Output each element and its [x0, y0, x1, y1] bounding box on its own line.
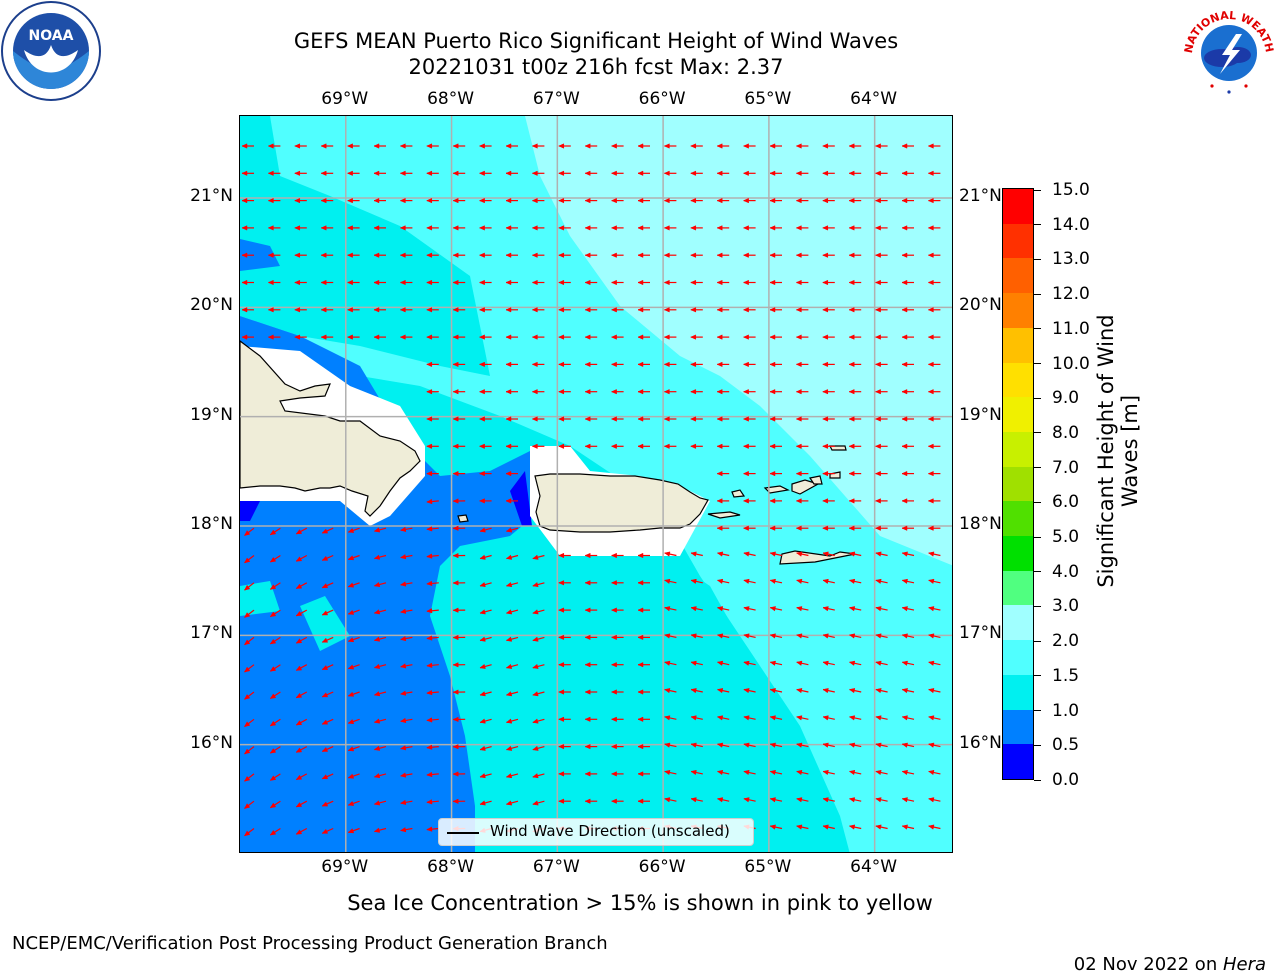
sea-ice-note: Sea Ice Concentration > 15% is shown in …: [0, 891, 1280, 915]
colorbar-tick-mark: [1034, 745, 1041, 746]
colorbar-tick-mark: [1034, 398, 1041, 399]
colorbar-band: [1003, 257, 1033, 293]
map-panel: [239, 115, 953, 853]
lon-tick-top: 67°W: [516, 89, 596, 109]
colorbar-tick-mark: [1034, 571, 1041, 572]
colorbar-band: [1003, 292, 1033, 328]
colorbar-band: [1003, 639, 1033, 675]
chart-title-line2: 20221031 t00z 216h fcst Max: 2.37: [0, 54, 1192, 80]
colorbar-tick-mark: [1034, 502, 1041, 503]
colorbar-label-line1: Significant Height of Wind: [1094, 281, 1118, 621]
colorbar-tick-label: 14.0: [1052, 215, 1090, 235]
colorbar-band: [1003, 361, 1033, 397]
lon-tick-bottom: 68°W: [411, 857, 491, 877]
lat-tick-left: 21°N: [173, 186, 233, 206]
legend-line-swatch: [447, 832, 479, 834]
lat-tick-left: 19°N: [173, 405, 233, 425]
colorbar-band: [1003, 431, 1033, 467]
colorbar-band: [1003, 500, 1033, 536]
colorbar-band: [1003, 396, 1033, 432]
legend-label: Wind Wave Direction (unscaled): [490, 822, 730, 840]
footer-host: Hera: [1223, 954, 1266, 975]
colorbar-band: [1003, 327, 1033, 363]
lon-tick-top: 65°W: [728, 89, 808, 109]
colorbar-band: [1003, 674, 1033, 710]
colorbar-band: [1003, 743, 1033, 779]
colorbar-tick-mark: [1034, 190, 1041, 191]
lon-tick-bottom: 67°W: [516, 857, 596, 877]
colorbar-tick-label: 1.0: [1052, 701, 1079, 721]
colorbar-tick-label: 15.0: [1052, 180, 1090, 200]
colorbar-tick-mark: [1034, 432, 1041, 433]
colorbar-band: [1003, 570, 1033, 606]
lon-tick-bottom: 69°W: [305, 857, 385, 877]
footer-date: 02 Nov 2022 on Hera: [1062, 933, 1266, 975]
colorbar-tick-label: 0.5: [1052, 735, 1079, 755]
colorbar-tick-label: 12.0: [1052, 284, 1090, 304]
colorbar-tick-mark: [1034, 467, 1041, 468]
map-canvas: [240, 116, 953, 853]
colorbar-tick-label: 4.0: [1052, 562, 1079, 582]
lon-tick-bottom: 64°W: [834, 857, 914, 877]
colorbar-tick-mark: [1034, 641, 1041, 642]
colorbar-tick-mark: [1034, 606, 1041, 607]
lon-tick-bottom: 65°W: [728, 857, 808, 877]
colorbar-tick-label: 3.0: [1052, 596, 1079, 616]
colorbar-tick-label: 6.0: [1052, 492, 1079, 512]
colorbar-tick-mark: [1034, 537, 1041, 538]
colorbar-band: [1003, 223, 1033, 259]
colorbar-tick-label: 2.0: [1052, 631, 1079, 651]
colorbar-band: [1003, 465, 1033, 501]
colorbar-tick-mark: [1034, 780, 1041, 781]
nws-logo: NATIONAL WEATHER SERVICE: [1178, 0, 1280, 102]
chart-title-line1: GEFS MEAN Puerto Rico Significant Height…: [0, 28, 1192, 54]
colorbar-tick-mark: [1034, 675, 1041, 676]
lat-tick-left: 18°N: [173, 514, 233, 534]
colorbar-label: Significant Height of Wind Waves [m]: [1094, 281, 1150, 621]
colorbar-tick-label: 0.0: [1052, 770, 1079, 790]
lon-tick-top: 64°W: [834, 89, 914, 109]
lon-tick-top: 69°W: [305, 89, 385, 109]
colorbar-tick-mark: [1034, 710, 1041, 711]
colorbar-band: [1003, 708, 1033, 744]
colorbar-tick-mark: [1034, 259, 1041, 260]
colorbar-tick-mark: [1034, 294, 1041, 295]
colorbar-tick-label: 1.5: [1052, 666, 1079, 686]
footer-branch: NCEP/EMC/Verification Post Processing Pr…: [12, 933, 608, 954]
colorbar-tick-mark: [1034, 224, 1041, 225]
colorbar-band: [1003, 535, 1033, 571]
colorbar-tick-label: 7.0: [1052, 458, 1079, 478]
lat-tick-left: 17°N: [173, 623, 233, 643]
colorbar-band: [1003, 604, 1033, 640]
colorbar-tick-label: 11.0: [1052, 319, 1090, 339]
map-legend: Wind Wave Direction (unscaled): [438, 818, 754, 846]
colorbar-tick-label: 9.0: [1052, 388, 1079, 408]
footer-date-text: 02 Nov 2022 on: [1074, 954, 1223, 975]
colorbar-label-line2: Waves [m]: [1118, 281, 1142, 621]
colorbar: [1002, 188, 1034, 780]
colorbar-tick-mark: [1034, 328, 1041, 329]
lat-tick-left: 20°N: [173, 295, 233, 315]
colorbar-tick-label: 8.0: [1052, 423, 1079, 443]
lon-tick-bottom: 66°W: [622, 857, 702, 877]
colorbar-tick-label: 13.0: [1052, 249, 1090, 269]
lon-tick-top: 66°W: [622, 89, 702, 109]
lon-tick-top: 68°W: [411, 89, 491, 109]
lat-tick-left: 16°N: [173, 733, 233, 753]
colorbar-tick-mark: [1034, 363, 1041, 364]
colorbar-tick-label: 10.0: [1052, 354, 1090, 374]
colorbar-band: [1003, 188, 1033, 224]
colorbar-tick-label: 5.0: [1052, 527, 1079, 547]
